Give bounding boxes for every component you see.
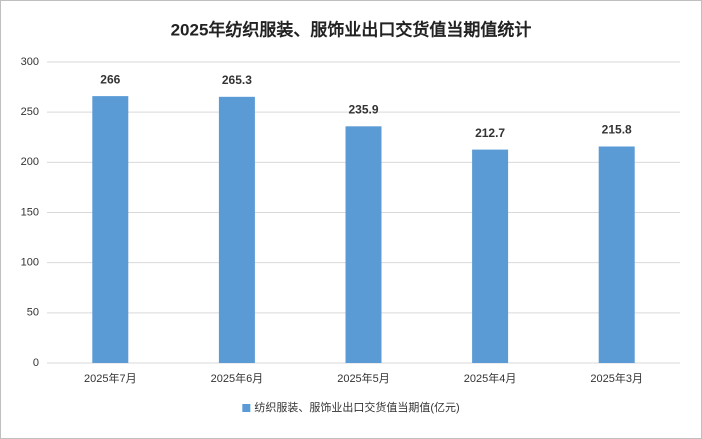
chart-title: 2025年纺织服装、服饰业出口交货值当期值统计 (171, 19, 532, 39)
data-label: 235.9 (348, 102, 378, 116)
x-tick-label: 2025年6月 (211, 371, 264, 385)
data-label: 212.7 (475, 126, 505, 140)
bar (472, 149, 509, 363)
x-tick-label: 2025年4月 (464, 371, 517, 385)
y-tick-label: 100 (21, 257, 39, 269)
legend-swatch (242, 404, 251, 412)
y-tick-label: 300 (21, 56, 39, 68)
legend-label: 纺织服装、服饰业出口交货值当期值(亿元) (254, 400, 459, 414)
y-tick-label: 0 (33, 357, 39, 369)
x-tick-label: 2025年5月 (337, 371, 390, 385)
bar (92, 96, 129, 363)
bar (218, 96, 255, 363)
data-label: 215.8 (602, 123, 632, 137)
y-tick-label: 50 (27, 307, 39, 319)
y-tick-label: 150 (21, 206, 39, 218)
bar (345, 126, 382, 364)
y-tick-label: 250 (21, 106, 39, 118)
bar (598, 146, 635, 363)
x-tick-label: 2025年3月 (590, 371, 643, 385)
x-tick-label: 2025年7月 (84, 371, 137, 385)
data-label: 266 (100, 72, 120, 86)
data-label: 265.3 (222, 73, 252, 87)
y-tick-label: 200 (21, 156, 39, 168)
